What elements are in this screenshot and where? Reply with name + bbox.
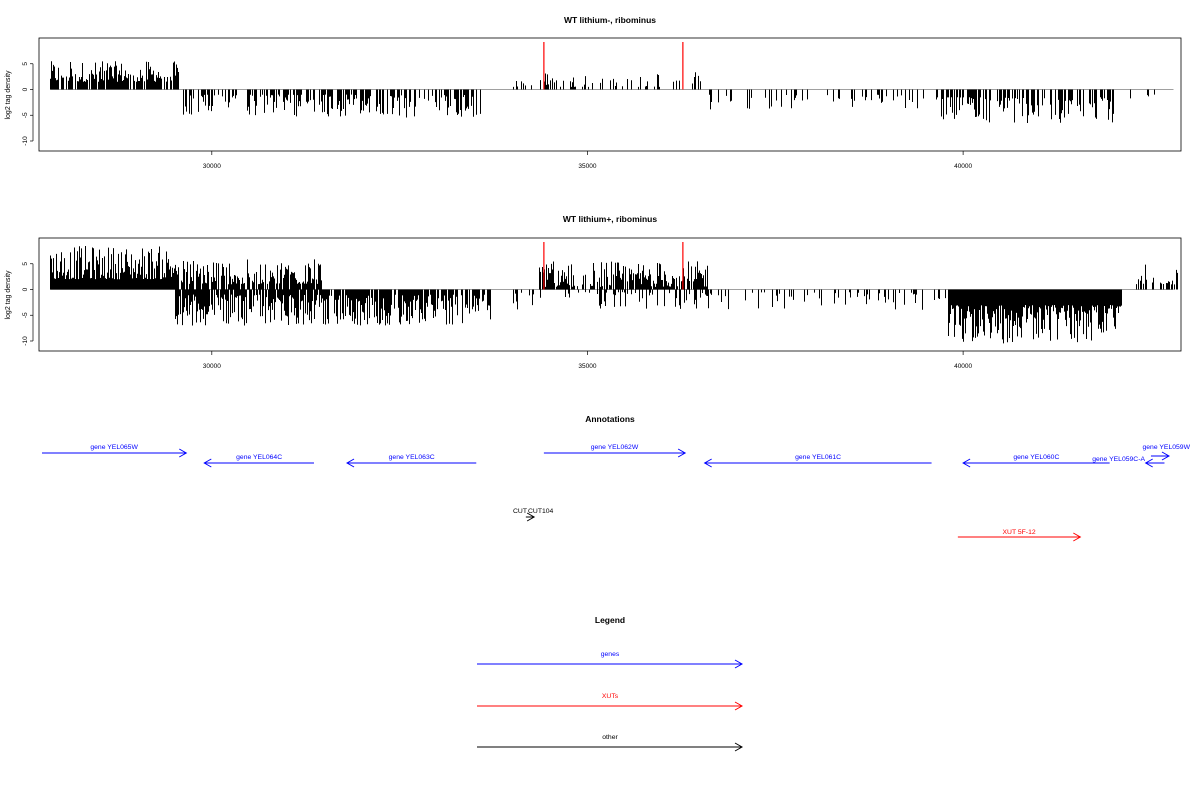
chart-panel-2: WT lithium+, ribominus log2 tag density … [5, 214, 1182, 370]
chart-1-frame [38, 37, 1182, 152]
legend-arrow [477, 659, 744, 669]
y-tick-label: -10 [22, 136, 29, 146]
annotations-track: Annotations gene YEL065W gene YEL064C gene… [42, 414, 1191, 542]
y-tick-label: 0 [22, 287, 29, 291]
legend-arrow [477, 742, 744, 752]
x-tick-label: 35000 [578, 163, 596, 170]
x-tick-label: 40000 [954, 363, 972, 370]
cut-arrow [525, 512, 536, 522]
x-tick-label: 40000 [954, 163, 972, 170]
feature-label: gene YEL062W [591, 444, 639, 451]
y-tick-label: -10 [22, 336, 29, 346]
gene-arrow [703, 458, 932, 468]
chart-1-bars [50, 42, 1174, 123]
chart-1-title: WT lithium-, ribominus [564, 15, 656, 25]
x-tick-label: 30000 [203, 163, 221, 170]
gene-arrow [1144, 458, 1165, 468]
feature-label: CUT [513, 508, 527, 515]
y-tick-label: 5 [22, 262, 29, 266]
feature-label: gene YEL063C [389, 454, 435, 461]
y-tick-label: 0 [22, 87, 29, 91]
gene-arrow [1150, 451, 1170, 461]
feature-label: XUT 5F-12 [1003, 529, 1036, 536]
x-tick-label: 30000 [203, 363, 221, 370]
gene-arrow [962, 458, 1110, 468]
legend-title: Legend [595, 615, 625, 625]
chart-panel-1: WT lithium-, ribominus log2 tag density … [5, 15, 1182, 170]
chart-1-ylabel: log2 tag density [5, 70, 12, 120]
feature-label: gene YEL059C-A [1092, 456, 1145, 463]
annotations-title: Annotations [585, 414, 635, 424]
gene-arrow [346, 458, 477, 468]
chart-2-frame [38, 237, 1182, 352]
chart-2-bars [50, 242, 1178, 344]
feature-label: gene YEL061C [795, 454, 841, 461]
x-tick-label: 35000 [578, 363, 596, 370]
feature-label: gene YEL065W [90, 444, 138, 451]
gene-arrow [543, 448, 687, 458]
xut-arrow [957, 532, 1082, 542]
y-tick-label: -5 [22, 312, 29, 318]
legend-label: other [602, 734, 618, 741]
feature-label: CUT104 [528, 508, 554, 515]
legend-label: genes [601, 651, 620, 658]
chart-2-ylabel: log2 tag density [5, 270, 12, 320]
y-tick-label: -5 [22, 112, 29, 118]
legend-label: XUTs [602, 693, 619, 700]
feature-label: gene YEL064C [236, 454, 282, 461]
y-tick-label: 5 [22, 62, 29, 66]
feature-label: gene YEL060C [1013, 454, 1059, 461]
chart-2-title: WT lithium+, ribominus [563, 214, 657, 224]
gene-arrow [42, 448, 188, 458]
legend: Legend genes XUTs other [477, 615, 744, 752]
chart-2-axes: 5 0 -5 -10 30000 35000 40000 [22, 262, 973, 370]
legend-arrow [477, 701, 744, 711]
gene-arrow [203, 458, 314, 468]
feature-label: gene YEL059W [1143, 444, 1191, 451]
chart-1-axes: 5 0 -5 -10 30000 35000 40000 [22, 62, 973, 170]
